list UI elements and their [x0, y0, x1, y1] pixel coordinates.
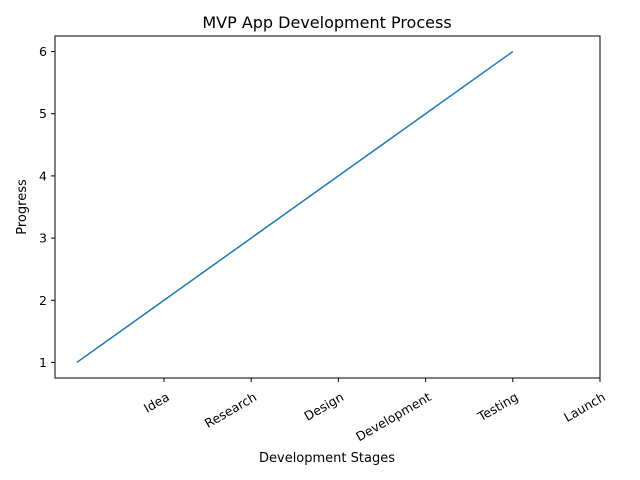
series-layer	[76, 50, 514, 364]
y-axis-label: Progress	[15, 179, 30, 235]
y-tick-label: 5	[39, 106, 47, 121]
y-tick-label: 6	[39, 44, 47, 59]
y-axis-ticks: 1 2 3 4 5 6	[39, 44, 55, 370]
chart-title: MVP App Development Process	[202, 13, 451, 32]
y-tick-label: 2	[39, 293, 47, 308]
y-tick-label: 3	[39, 231, 47, 246]
axes-frame	[54, 35, 601, 379]
y-tick-label: 4	[39, 168, 47, 183]
series-line-0	[76, 50, 514, 364]
x-axis-label: Development Stages	[259, 451, 395, 466]
y-tick-label: 1	[39, 355, 47, 370]
